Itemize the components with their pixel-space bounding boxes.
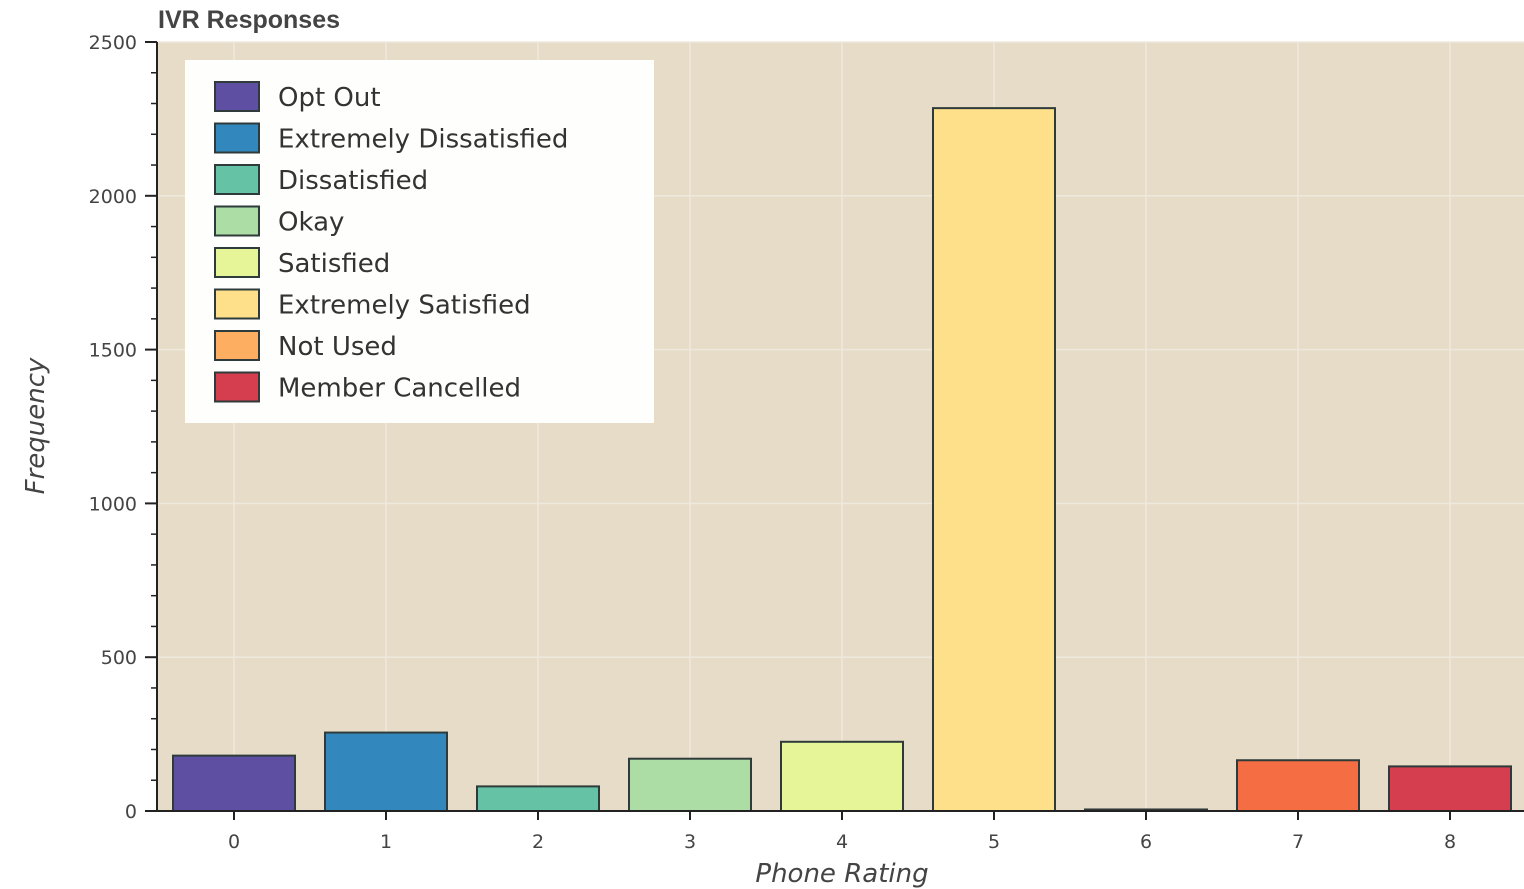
y-tick-label-0: 0 [125, 801, 137, 823]
legend-label-3: Okay [278, 208, 344, 238]
legend-swatch-1 [214, 122, 260, 154]
legend-label-5: Extremely Satisfied [278, 291, 531, 321]
legend-swatch-4 [214, 247, 260, 278]
bar-7 [1236, 759, 1360, 812]
legend-swatch-6 [214, 330, 260, 361]
x-tick-label-7: 7 [1292, 831, 1304, 853]
bar-3 [628, 757, 752, 813]
x-tick-label-0: 0 [228, 831, 240, 853]
legend-label-7: Member Cancelled [278, 374, 521, 404]
y-tick-label-1500: 1500 [89, 340, 137, 362]
legend-label-2: Dissatisfied [278, 166, 428, 196]
bar-0 [172, 754, 296, 813]
y-tick-label-500: 500 [101, 647, 137, 669]
x-tick-label-6: 6 [1140, 831, 1152, 853]
y-axis-title: Frequency [21, 357, 51, 494]
bar-5 [932, 107, 1056, 813]
x-tick-label-5: 5 [988, 831, 1000, 853]
legend-label-4: Satisfied [278, 249, 390, 279]
legend-label-0: Opt Out [278, 83, 381, 113]
y-tick-label-2500: 2500 [89, 32, 137, 54]
bar-1 [324, 731, 448, 813]
bar-8 [1388, 765, 1512, 813]
legend-swatch-3 [214, 205, 260, 237]
legend-swatch-7 [214, 371, 260, 403]
x-axis-title: Phone Rating [755, 859, 928, 889]
legend-swatch-5 [214, 288, 260, 320]
legend-swatch-2 [214, 164, 260, 195]
x-tick-label-8: 8 [1444, 831, 1456, 853]
bar-2 [476, 785, 600, 813]
y-tick-label-1000: 1000 [89, 493, 137, 515]
bar-4 [780, 740, 904, 812]
y-tick-label-2000: 2000 [89, 186, 137, 208]
x-tick-label-1: 1 [380, 831, 392, 853]
legend-label-1: Extremely Dissatisfied [278, 125, 568, 155]
chart-title: IVR Responses [158, 6, 340, 34]
legend-label-6: Not Used [278, 332, 397, 362]
x-tick-label-4: 4 [836, 831, 848, 853]
x-tick-label-2: 2 [532, 831, 544, 853]
x-tick-label-3: 3 [684, 831, 696, 853]
legend-box [185, 60, 654, 423]
legend-swatch-0 [214, 81, 260, 112]
